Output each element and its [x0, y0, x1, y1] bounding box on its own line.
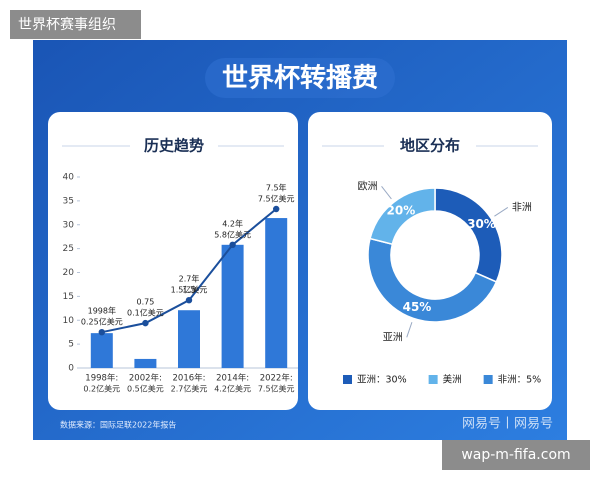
point: [142, 319, 149, 327]
legend-label: 美洲: [443, 374, 462, 386]
point-label: 0.1亿美元: [127, 308, 164, 318]
legend-swatch: [343, 375, 352, 384]
legend-label: 非洲：5%: [498, 374, 542, 386]
title-pill: [205, 58, 395, 98]
x-tick-sublabel: 0.5亿美元: [127, 384, 164, 394]
point: [273, 205, 280, 213]
y-tick-label: 5: [68, 340, 74, 350]
y-tick-label: 40: [63, 173, 75, 183]
card: [48, 112, 298, 410]
card: [308, 112, 552, 410]
tag-box: [10, 10, 141, 39]
y-tick-label: 15: [63, 292, 74, 302]
point-label: 0.75: [136, 298, 154, 307]
point: [229, 241, 236, 249]
category-label: 非洲: [512, 201, 532, 213]
x-tick-label: 1998年:: [85, 373, 118, 384]
value-label: 30%: [467, 217, 496, 231]
donut-segment: [367, 237, 498, 323]
x-tick-sublabel: 0.2亿美元: [83, 384, 120, 394]
point-label: 4.2年: [222, 218, 243, 228]
x-tick-sublabel: 4.2亿美元: [214, 384, 251, 394]
source: 数据来源：国际足联2022年报告: [60, 420, 176, 430]
point: [185, 296, 193, 304]
point-label: 1.5亿美元: [171, 285, 208, 295]
x-tick-label: 2014年:: [216, 373, 249, 384]
point-label: 1998年: [88, 306, 116, 316]
bar: [134, 358, 157, 368]
donut-segment: [369, 187, 436, 246]
x-tick-sublabel: 2.7亿美元: [171, 384, 208, 394]
card-title: 历史趋势: [144, 137, 204, 155]
brand-watermark: 网易号丨网易号: [462, 417, 553, 432]
value-label: 20%: [387, 204, 416, 218]
y-tick-label: 0: [68, 364, 74, 374]
leader: [494, 206, 509, 217]
bar: [178, 310, 200, 368]
card-title: 地区分布: [400, 137, 460, 155]
point-label: 2.7年: [179, 274, 200, 284]
x-tick-label: 2022年:: [260, 373, 293, 384]
bar: [265, 218, 288, 368]
leader: [381, 186, 392, 200]
x-tick-label: 2002年:: [129, 373, 162, 384]
charts: 0 5 10 15 20 25 30 35 40 1998年:0.2亿美元 2002年:0.5亿美元…: [63, 173, 542, 394]
y-tick-label: 30: [63, 220, 75, 230]
y-tick-label: 25: [63, 244, 74, 254]
leader: [406, 321, 413, 338]
point: [98, 328, 106, 336]
point-label: 7.5年: [266, 182, 287, 192]
title: 世界杯转播费: [222, 64, 378, 94]
legend-label: 亚洲：30%: [357, 375, 407, 386]
header-tag: 世界杯赛事组织: [18, 17, 116, 33]
watermark-box: [442, 440, 590, 470]
legend-swatch: [483, 375, 493, 384]
x-tick-sublabel: 7.5亿美元: [258, 384, 295, 394]
y-tick-label: 10: [63, 316, 75, 326]
y-tick-label: 35: [63, 196, 74, 206]
category-label: 亚洲: [383, 331, 403, 343]
x-tick-label: 2016年:: [173, 373, 206, 384]
point-label: 7.5亿美元: [258, 193, 295, 203]
watermark: wap-m-fifa.com: [461, 447, 570, 463]
bar: [221, 244, 244, 368]
y-tick-label: 20: [63, 268, 75, 278]
value-label: 45%: [403, 300, 432, 314]
bar-label: 1.5: [182, 286, 196, 296]
point-label: 5.8亿美元: [214, 229, 251, 239]
category-label: 欧洲: [358, 180, 378, 192]
legend-swatch: [428, 375, 438, 384]
bar: [90, 333, 113, 368]
point-label: 0.25亿美元: [81, 317, 123, 327]
